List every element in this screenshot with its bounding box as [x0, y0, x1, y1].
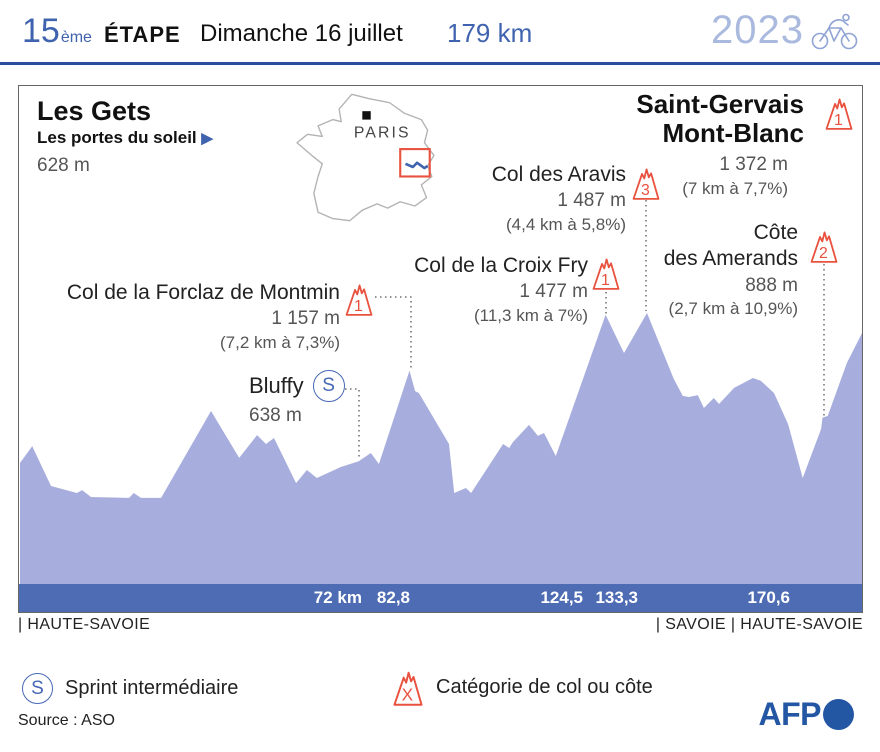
finish-elevation: 1 372 m: [719, 154, 788, 176]
elevation-profile-plot: [19, 200, 862, 612]
km-marker-133: 133,3: [595, 588, 638, 607]
amerands-name-line1: Côte: [753, 221, 798, 244]
stage-number: 15: [22, 12, 60, 50]
finish-block: Saint-Gervais Mont-Blanc 1 372 m (7 km à…: [636, 90, 804, 200]
amerands-category-icon: 2: [810, 231, 838, 263]
aravis-elevation: 1 487 m: [557, 190, 626, 212]
sprint-name: Bluffy: [249, 373, 304, 398]
legend-sprint-label: Sprint intermédiaire: [65, 677, 239, 699]
climb-croix-fry: Col de la Croix Fry 1 477 m (11,3 km à 7…: [414, 253, 588, 327]
legend-category-icon: X: [393, 671, 423, 706]
legend-sprint: S Sprint intermédiaire: [22, 673, 238, 704]
sprint-block: Bluffy S 638 m: [249, 370, 345, 427]
legend-category-label: Catégorie de col ou côte: [436, 676, 653, 698]
marker-dotted-lines: [345, 200, 825, 460]
amerands-elevation: 888 m: [745, 274, 798, 296]
stage-date: Dimanche 16 juillet: [200, 20, 403, 47]
km-marker-72: 72 km: [313, 588, 362, 607]
year-and-cyclist: 2023: [711, 8, 860, 53]
stage-title: 15 ème ÉTAPE: [22, 12, 181, 51]
aravis-gradient: (4,4 km à 5,8%): [506, 214, 626, 234]
start-subtitle: Les portes du soleil ▶: [37, 128, 213, 147]
km-marker-124: 124,5: [540, 588, 583, 607]
svg-text:2: 2: [819, 245, 828, 262]
bluffy-marker-line: [345, 388, 360, 460]
svg-text:1: 1: [601, 272, 610, 289]
amerands-gradient: (2,7 km à 10,9%): [668, 299, 798, 319]
forclaz-marker-line: [375, 296, 412, 370]
aravis-name: Col des Aravis: [491, 163, 626, 186]
department-left: | HAUTE-SAVOIE: [18, 616, 151, 633]
paris-marker: [362, 111, 371, 120]
start-block: Les Gets Les portes du soleil ▶ 628 m: [37, 96, 213, 177]
departments-row: | HAUTE-SAVOIE | SAVOIE | HAUTE-SAVOIE: [18, 616, 863, 634]
svg-text:X: X: [402, 684, 414, 704]
finish-name-line1: Saint-Gervais: [636, 89, 804, 119]
croix-fry-category-icon: 1: [592, 258, 620, 290]
stage-route-mark: [404, 161, 429, 170]
france-locator-map: PARIS: [286, 88, 466, 251]
croix-fry-name: Col de la Croix Fry: [414, 254, 588, 277]
climb-amerands: Côte des Amerands 888 m (2,7 km à 10,9%): [664, 220, 798, 320]
department-right: | SAVOIE | HAUTE-SAVOIE: [655, 616, 863, 633]
stage-word: ÉTAPE: [103, 22, 181, 47]
start-arrow-icon: ▶: [201, 130, 213, 147]
stage-distance: 179 km: [447, 18, 533, 48]
svg-text:1: 1: [834, 112, 843, 129]
paris-label: PARIS: [354, 125, 411, 142]
svg-text:3: 3: [641, 182, 650, 199]
finish-name-line2: Mont-Blanc: [662, 117, 804, 148]
km-marker-170: 170,6: [747, 588, 790, 607]
year-label: 2023: [711, 8, 804, 52]
sprint-elevation: 638 m: [249, 405, 302, 426]
km-band: [19, 584, 862, 612]
legend-sprint-icon: S: [22, 673, 53, 704]
forclaz-gradient: (7,2 km à 7,3%): [220, 332, 340, 352]
climb-aravis: Col des Aravis 1 487 m (4,4 km à 5,8%): [492, 162, 626, 236]
start-elevation: 628 m: [37, 155, 90, 176]
afp-logo-dot: [823, 699, 854, 730]
start-name: Les Gets: [37, 96, 152, 126]
stage-area-box: [399, 148, 431, 178]
stage-profile-chart: 72 km 82,8 124,5 133,3 170,6 Les Gets Le…: [18, 85, 863, 613]
sprint-icon: S: [312, 370, 345, 402]
afp-logo: AFP: [758, 696, 854, 733]
amerands-name-line2: des Amerands: [663, 247, 798, 271]
source-credit: Source : ASO: [18, 712, 115, 729]
forclaz-category-icon: 1: [345, 284, 373, 316]
header-rule: [0, 62, 880, 65]
france-outline: [296, 93, 435, 222]
climb-forclaz: Col de la Forclaz de Montmin 1 157 m (7,…: [67, 280, 340, 354]
cyclist-icon: [811, 13, 858, 49]
stage-suffix: ème: [60, 29, 92, 46]
forclaz-name: Col de la Forclaz de Montmin: [66, 281, 340, 304]
km-marker-82: 82,8: [376, 588, 410, 607]
aravis-category-icon: 3: [632, 168, 660, 200]
forclaz-elevation: 1 157 m: [271, 308, 340, 330]
croix-fry-elevation: 1 477 m: [519, 281, 588, 303]
finish-gradient: (7 km à 7,7%): [682, 178, 788, 198]
elevation-area: [20, 313, 862, 586]
svg-text:1: 1: [354, 298, 363, 315]
afp-logo-text: AFP: [758, 696, 822, 732]
legend-category: X Catégorie de col ou côte: [392, 669, 653, 706]
croix-fry-gradient: (11,3 km à 7%): [473, 305, 588, 325]
finish-category-icon: 1: [825, 98, 853, 130]
